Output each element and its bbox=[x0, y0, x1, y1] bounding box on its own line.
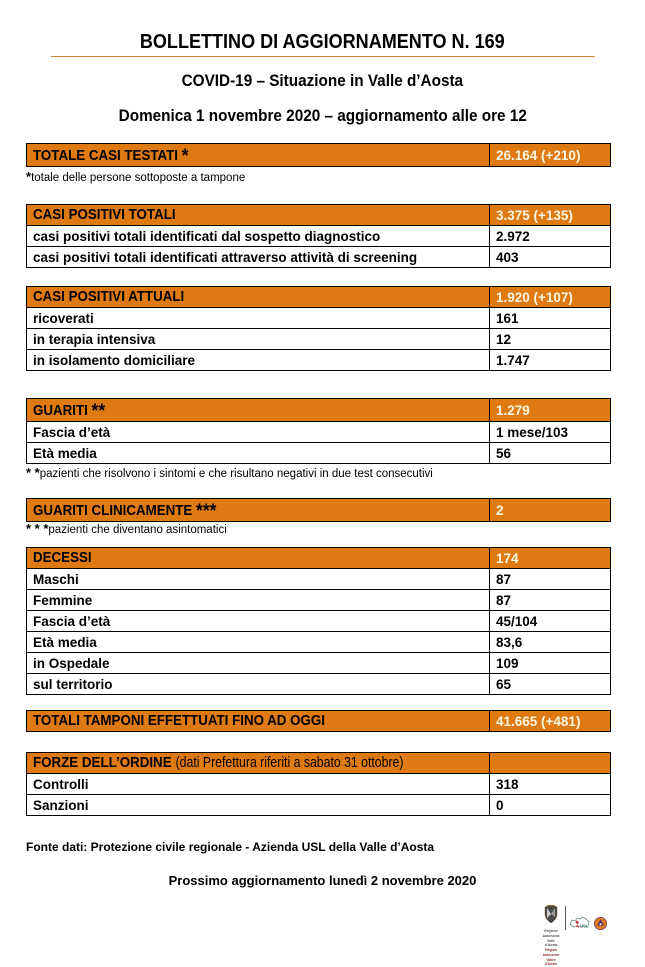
svg-text:USL: USL bbox=[580, 924, 589, 929]
